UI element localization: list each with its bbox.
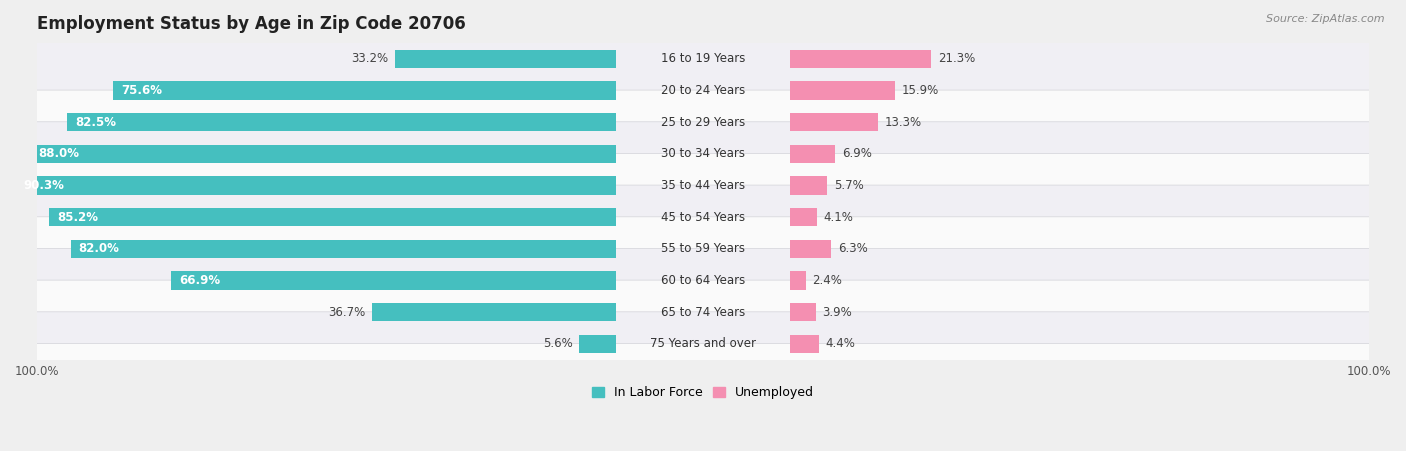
FancyBboxPatch shape xyxy=(31,91,1375,153)
FancyBboxPatch shape xyxy=(31,122,1375,185)
Bar xyxy=(395,50,616,68)
Text: 36.7%: 36.7% xyxy=(328,306,366,318)
Legend: In Labor Force, Unemployed: In Labor Force, Unemployed xyxy=(586,381,820,404)
Bar xyxy=(373,303,616,321)
Text: 5.7%: 5.7% xyxy=(834,179,863,192)
FancyBboxPatch shape xyxy=(31,217,1375,280)
Bar xyxy=(67,113,616,131)
Text: 3.9%: 3.9% xyxy=(823,306,852,318)
Bar xyxy=(790,335,818,353)
Bar xyxy=(172,271,616,290)
Bar xyxy=(790,208,817,226)
Bar xyxy=(579,335,616,353)
Text: 75.6%: 75.6% xyxy=(121,84,162,97)
Bar xyxy=(790,145,835,163)
Text: 82.0%: 82.0% xyxy=(79,242,120,255)
Bar xyxy=(790,50,931,68)
Bar xyxy=(112,81,616,100)
Bar xyxy=(790,176,828,194)
Bar xyxy=(790,271,806,290)
Bar xyxy=(790,113,879,131)
Text: 55 to 59 Years: 55 to 59 Years xyxy=(661,242,745,255)
Text: 6.3%: 6.3% xyxy=(838,242,868,255)
Text: 60 to 64 Years: 60 to 64 Years xyxy=(661,274,745,287)
Bar xyxy=(790,239,831,258)
Text: 15.9%: 15.9% xyxy=(903,84,939,97)
Bar xyxy=(790,303,815,321)
Text: 85.2%: 85.2% xyxy=(58,211,98,224)
Text: 65 to 74 Years: 65 to 74 Years xyxy=(661,306,745,318)
FancyBboxPatch shape xyxy=(31,154,1375,217)
Bar xyxy=(15,176,616,194)
Text: 13.3%: 13.3% xyxy=(884,115,922,129)
Text: 2.4%: 2.4% xyxy=(813,274,842,287)
Text: 45 to 54 Years: 45 to 54 Years xyxy=(661,211,745,224)
Text: 4.1%: 4.1% xyxy=(824,211,853,224)
Text: 66.9%: 66.9% xyxy=(179,274,221,287)
FancyBboxPatch shape xyxy=(31,186,1375,249)
Text: 90.3%: 90.3% xyxy=(24,179,65,192)
Text: 75 Years and over: 75 Years and over xyxy=(650,337,756,350)
Bar xyxy=(790,81,896,100)
Text: 30 to 34 Years: 30 to 34 Years xyxy=(661,147,745,160)
FancyBboxPatch shape xyxy=(31,249,1375,312)
FancyBboxPatch shape xyxy=(31,59,1375,122)
Text: 21.3%: 21.3% xyxy=(938,52,976,65)
FancyBboxPatch shape xyxy=(31,313,1375,375)
Text: 6.9%: 6.9% xyxy=(842,147,872,160)
Text: 4.4%: 4.4% xyxy=(825,337,855,350)
Text: 5.6%: 5.6% xyxy=(543,337,572,350)
Text: 88.0%: 88.0% xyxy=(38,147,80,160)
Text: 33.2%: 33.2% xyxy=(352,52,389,65)
FancyBboxPatch shape xyxy=(31,281,1375,344)
Text: 25 to 29 Years: 25 to 29 Years xyxy=(661,115,745,129)
Text: Employment Status by Age in Zip Code 20706: Employment Status by Age in Zip Code 207… xyxy=(37,15,465,33)
Text: 20 to 24 Years: 20 to 24 Years xyxy=(661,84,745,97)
Bar xyxy=(49,208,616,226)
Text: Source: ZipAtlas.com: Source: ZipAtlas.com xyxy=(1267,14,1385,23)
Text: 35 to 44 Years: 35 to 44 Years xyxy=(661,179,745,192)
Text: 82.5%: 82.5% xyxy=(75,115,117,129)
Text: 16 to 19 Years: 16 to 19 Years xyxy=(661,52,745,65)
Bar xyxy=(70,239,616,258)
FancyBboxPatch shape xyxy=(31,28,1375,90)
Bar xyxy=(31,145,616,163)
